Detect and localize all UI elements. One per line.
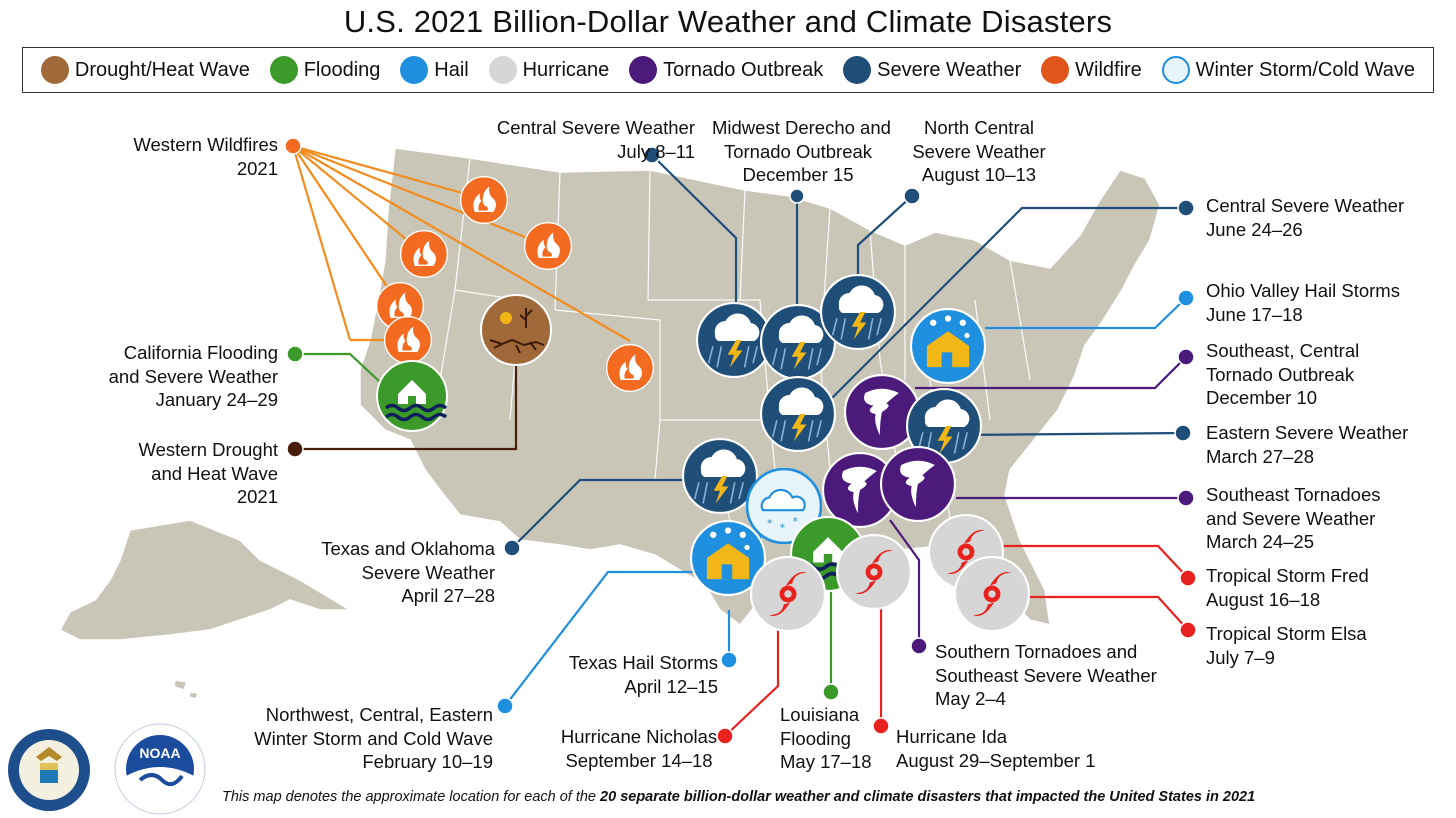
legend-label: Drought/Heat Wave [74,58,250,81]
noaa-logo-text: NOAA [139,745,180,761]
department-of-commerce-seal [8,729,90,811]
label-southern-tornadoes: Southern Tornadoes and Southeast Severe W… [935,641,1157,709]
legend-label: Winter Storm/Cold Wave [1195,58,1415,81]
legend-item-flooding: Flooding [269,56,381,84]
noaa-logo: NOAA [114,723,206,815]
label-california-flooding: California Flooding and Severe Weather Jan… [108,342,278,410]
label-western-drought: Western Drought and Heat Wave 2021 [138,439,279,507]
label-hurricane-nicholas: Hurricane Nicholas September 14–18 [560,726,718,771]
legend-label: Tornado Outbreak [663,58,824,81]
legend-label: Hail [434,58,469,81]
hurricane-icon [954,556,1030,632]
tornado-outbreak-icon [880,446,956,522]
drought-heat-wave-icon [40,56,69,84]
hawaii [173,679,199,700]
legend-label: Flooding [303,58,381,81]
map-title: U.S. 2021 Billion-Dollar Weather and Cli… [343,4,1113,39]
legend-label: Hurricane [522,58,610,81]
leader-dots [284,137,1197,745]
legend-label: Severe Weather [877,58,1022,81]
severe-weather-icon [843,56,872,84]
tornado-outbreak-icon [629,56,658,84]
land [59,147,1161,700]
wildfire-icon [524,222,572,270]
hail-icon [400,56,429,84]
legend-item-tornado: Tornado Outbreak [629,56,823,84]
label-midwest-derecho: Midwest Derecho and Tornado Outbreak Decem… [712,117,891,185]
wildfire-icon [1041,56,1070,84]
wildfire-icon [384,316,432,364]
legend-label: Wildfire [1075,58,1142,81]
legend-item-hail: Hail [400,56,469,84]
flooding-icon [269,56,298,84]
severe-weather-icon [820,274,896,350]
wildfire-icon [400,230,448,278]
hurricane-icon [488,56,517,84]
legend-item-severe: Severe Weather [843,56,1021,84]
hurricane-icon [750,556,826,632]
label-texas-oklahoma: Texas and Oklahoma Severe Weather April 27… [321,538,495,606]
label-central-severe-july: Central Severe Weather July 8–11 [496,117,695,162]
label-hurricane-ida: Hurricane Ida August 29–September 1 [896,726,1096,771]
footnote: This map denotes the approximate locatio… [222,789,1256,805]
label-central-severe-june: Central Severe Weather June 24–26 [1206,195,1405,240]
drought-heat-wave-icon [480,294,552,366]
label-southeast-tornadoes: Southeast Tornadoes and Severe Weather Mar… [1206,484,1381,552]
severe-weather-icon [696,302,772,378]
label-southeast-central-tornado: Southeast, Central Tornado Outbreak Decemb… [1206,340,1360,408]
wildfire-icon [460,176,508,224]
tornado-outbreak-icon [844,374,920,450]
wildfire-icon [606,344,654,392]
legend-item-hurricane: Hurricane [488,56,610,84]
severe-weather-icon [760,376,836,452]
legend-item-wildfire: Wildfire [1041,56,1142,84]
legend-item-winter: Winter Storm/Cold Wave [1161,56,1415,84]
label-ohio-valley-hail: Ohio Valley Hail Storms June 17–18 [1206,280,1400,325]
legend-item-drought: Drought/Heat Wave [40,56,250,84]
alaska [59,519,351,641]
legend: Drought/Heat Wave Flooding Hail Hurrican… [22,47,1434,93]
label-louisiana-flooding: Louisiana Flooding May 17–18 [780,704,872,772]
flooding-icon [376,360,448,432]
winter-storm-icon [1161,56,1190,84]
label-western-wildfires: Western Wildfires 2021 [133,134,278,179]
label-winter-storm: Northwest, Central, Eastern Winter Storm … [254,704,493,772]
label-tropical-storm-fred: Tropical Storm Fred August 16–18 [1206,565,1369,610]
severe-weather-icon [682,438,758,514]
label-eastern-severe: Eastern Severe Weather March 27–28 [1206,422,1409,467]
hurricane-icon [836,534,912,610]
label-texas-hail: Texas Hail Storms April 12–15 [568,652,718,697]
label-north-central: North Central Severe Weather August 10–13 [912,117,1046,185]
label-tropical-storm-elsa: Tropical Storm Elsa July 7–9 [1206,623,1367,668]
hail-icon [910,308,986,384]
